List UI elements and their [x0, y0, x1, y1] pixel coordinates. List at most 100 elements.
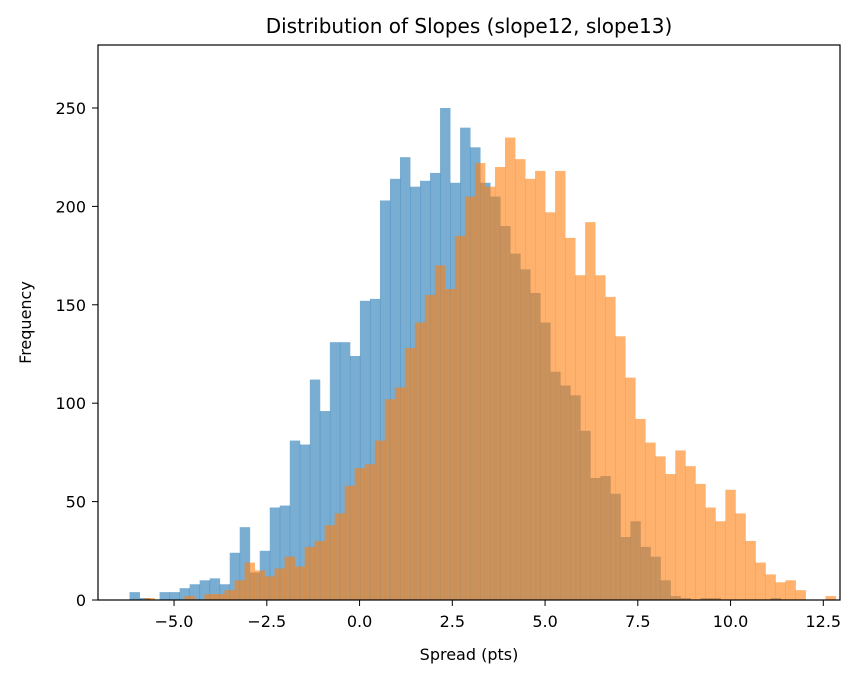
histogram-bar — [595, 275, 606, 600]
y-axis-label: Frequency — [16, 281, 35, 364]
histogram-bar — [264, 576, 275, 600]
histogram-bar — [434, 265, 446, 600]
y-axis-ticks: 0 50 100 150 200 250 — [55, 99, 98, 610]
x-axis-ticks: −5.0 −2.5 0.0 2.5 5.0 7.5 10.0 12.5 — [155, 600, 841, 631]
histogram-bar — [605, 296, 616, 600]
y-tick-label: 50 — [66, 493, 86, 512]
histogram-bar — [414, 322, 426, 600]
histogram-bar — [735, 513, 746, 600]
histogram-bar — [825, 596, 836, 600]
histogram-bar — [494, 167, 506, 600]
histogram-bar — [304, 546, 316, 600]
histogram-bar — [444, 289, 456, 600]
x-tick-label: 0.0 — [347, 612, 372, 631]
histogram-bar — [209, 578, 221, 600]
x-tick-label: −5.0 — [155, 612, 194, 631]
x-tick-label: −2.5 — [247, 612, 286, 631]
histogram-bar — [294, 566, 306, 600]
histogram-bar — [775, 582, 786, 600]
histogram-bar — [575, 275, 586, 600]
y-tick-label: 150 — [55, 296, 86, 315]
histogram-bar — [314, 540, 326, 600]
histogram-bar — [354, 468, 366, 600]
histogram-bar — [685, 466, 696, 600]
histogram-bar — [299, 444, 311, 600]
bars-layer — [129, 107, 836, 601]
histogram-bar — [695, 483, 706, 600]
plot-frame — [97, 44, 841, 601]
y-tick-label: 250 — [55, 99, 86, 118]
histogram-bar — [715, 521, 726, 600]
histogram-bar — [274, 568, 286, 600]
histogram-bar — [555, 170, 566, 600]
histogram-bar — [394, 387, 406, 600]
histogram-bar — [645, 442, 656, 600]
histogram-bar — [565, 237, 576, 600]
histogram-bar — [665, 474, 676, 600]
histogram-bar — [159, 592, 171, 600]
histogram-bar — [545, 212, 556, 600]
histogram-bar — [635, 418, 646, 600]
histogram-bar — [525, 178, 536, 601]
histogram-bar — [214, 594, 225, 600]
histogram-bar — [364, 464, 376, 600]
histogram-bar — [454, 235, 466, 601]
chart-title: Distribution of Slopes (slope12, slope13… — [266, 14, 673, 38]
histogram-bar — [144, 598, 155, 600]
histogram-bar — [329, 342, 341, 600]
histogram-bar — [129, 592, 140, 600]
x-axis-label: Spread (pts) — [420, 645, 519, 664]
histogram-bar — [795, 590, 806, 600]
x-tick-label: 12.5 — [805, 612, 841, 631]
x-tick-label: 7.5 — [625, 612, 650, 631]
histogram-bar — [244, 562, 255, 600]
histogram-bar — [269, 507, 281, 600]
histogram-bar — [184, 596, 195, 600]
x-tick-label: 5.0 — [532, 612, 557, 631]
histogram-bar — [234, 580, 245, 600]
histogram-bar — [484, 186, 496, 600]
y-tick-label: 100 — [55, 394, 86, 413]
x-tick-label: 2.5 — [440, 612, 465, 631]
histogram-bar — [279, 505, 291, 600]
y-tick-label: 0 — [76, 591, 86, 610]
histogram-bar — [179, 588, 191, 600]
histogram-bar — [705, 507, 716, 600]
histogram-bar — [284, 556, 296, 600]
histogram-bar — [585, 222, 596, 600]
histogram-bar — [309, 379, 321, 600]
histogram-bar — [229, 552, 241, 600]
histogram-bar — [384, 399, 396, 600]
histogram-bar — [359, 300, 371, 600]
histogram-bar — [199, 580, 211, 600]
histogram-bar — [324, 525, 336, 600]
histogram-bar — [204, 594, 215, 600]
histogram-bar — [224, 590, 235, 600]
histogram-bar — [725, 489, 736, 600]
histogram-bar — [169, 592, 181, 600]
histogram-bar — [424, 294, 436, 600]
x-tick-label: 10.0 — [713, 612, 749, 631]
histogram-bar — [675, 450, 686, 600]
histogram-bar — [504, 137, 516, 600]
histogram-bar — [515, 159, 526, 601]
histogram-bar — [189, 584, 201, 600]
histogram-bar — [655, 456, 666, 600]
histogram-bar — [339, 342, 351, 600]
histogram-bar — [319, 411, 331, 600]
histogram-bar — [374, 440, 386, 600]
histogram-bar — [289, 440, 301, 600]
histogram-bar — [254, 570, 265, 600]
histogram-bar — [785, 580, 796, 600]
histogram-bar — [334, 513, 346, 600]
histogram-bar — [344, 485, 356, 600]
histogram-bar — [615, 336, 626, 600]
histogram-bar — [625, 377, 636, 600]
histogram-bar — [535, 170, 546, 600]
histogram-bar — [755, 562, 766, 600]
histogram-bar — [464, 196, 476, 601]
histogram-bar — [745, 540, 756, 600]
histogram-bar — [765, 574, 776, 600]
y-tick-label: 200 — [55, 197, 86, 216]
